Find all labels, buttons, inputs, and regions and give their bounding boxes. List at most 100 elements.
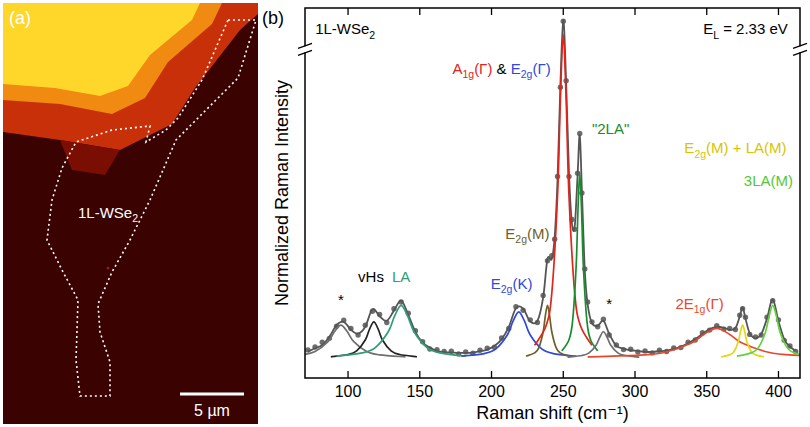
text-span: 1g [694,303,706,315]
x-tick-label: 350 [693,383,720,400]
text-span: (M) + LA(M) [706,139,786,156]
text-span: 2 [369,29,375,41]
peak-label: E2g(M) + LA(M) [684,139,786,159]
text-span: (Γ) [705,295,723,312]
text-span: LA [392,268,410,285]
text-span: vHs [358,268,384,285]
peak-label: E2g(K) [491,275,533,295]
x-tick-top [563,8,564,15]
axis-break-mark [793,50,807,55]
spectrum-line [337,305,466,356]
spectrum-line [588,328,800,356]
image-speck [107,267,110,270]
text-span: E [684,295,694,312]
panel-label: (b) [262,8,284,28]
x-tick-top [634,8,635,15]
x-tick [706,371,707,378]
text-span: 1L-W [315,20,352,37]
spectrum-line [535,34,592,345]
peak-label: A1g(Γ) & E2g(Γ) [452,60,550,80]
text-span: Se [351,20,369,37]
x-tick [419,371,420,378]
spectrum-line [331,322,417,357]
spectrum-line [568,332,640,357]
peak-label: * [338,291,344,308]
x-tick-top [347,8,348,15]
scale-bar-label: 5 µm [194,402,230,419]
text-span: 3LA(M) [744,172,793,189]
spectrum-line [562,173,598,351]
x-tick-top [706,8,707,15]
plot-frame [305,8,800,378]
region-label: 1L-WSe2 [78,204,138,224]
x-tick-top [419,8,420,15]
peak-label: EL = 2.33 eV [703,20,788,40]
axis-break-mark [793,43,807,48]
image-background [3,3,258,424]
spectrum-line [461,312,576,356]
text-span: "2LA" [592,120,629,137]
x-tick-label: 200 [478,383,505,400]
image-panel [3,3,258,424]
image-bulk [3,3,200,96]
text-span: = 2.33 eV [719,20,788,37]
text-span: & [492,60,510,77]
peak-label: E2g(M) [505,225,549,245]
figure: (a)1L-WSe25 µm(b)100150200250300350400Ra… [0,0,810,427]
x-tick [634,371,635,378]
x-tick [563,371,564,378]
image-shade [60,140,120,175]
peak-label: 2E1g(Γ) [675,295,723,315]
text-span: 2 [675,295,683,312]
text-span: * [606,295,612,312]
axis-break-mark [298,50,312,55]
peak-label: "2LA" [592,120,629,137]
spectrum-line [308,20,796,353]
peak-label: 1L-WSe2 [315,20,375,40]
text-span: (M) [527,225,550,242]
text-span: 2 [132,212,138,224]
x-tick-label: 250 [550,383,577,400]
x-tick-top [778,8,779,15]
x-tick-label: 400 [765,383,792,400]
plot-data [305,19,800,358]
image-multilayer [3,3,222,114]
peak-label: LA [392,268,410,285]
x-tick-top [491,8,492,15]
peak-label: 3LA(M) [744,172,793,189]
text-span: 2g [515,233,527,245]
label-part: & [492,60,510,77]
text-span: 2g [694,148,706,160]
text-span: 2g [521,68,533,80]
label-part: A1g(Γ) [452,60,492,80]
text-span: E [505,225,515,242]
x-tick-label: 150 [406,383,433,400]
x-tick-label: 100 [335,383,362,400]
x-tick-label: 300 [622,383,649,400]
peak-label: vHs [358,268,384,285]
label-part: E2g(Γ) [511,60,551,80]
x-tick [491,371,492,378]
text-span: E [684,139,694,156]
text-span: (Γ) [532,60,550,77]
x-tick [347,371,348,378]
text-span: (Γ) [474,60,492,77]
monolayer-outline [47,20,256,396]
panel-label: (a) [9,8,31,28]
text-span: (K) [512,275,532,292]
text-span: E [703,20,713,37]
text-span: E [491,275,501,292]
text-span: 1L-W [78,204,115,221]
y-axis-title: Normalized Raman Intensity [272,80,292,306]
spectrum-line [737,305,800,356]
spectrum-line [721,325,764,357]
x-axis-title: Raman shift (cm⁻¹) [476,403,629,423]
text-span: 2g [501,283,513,295]
peak-label: * [606,295,612,312]
text-span: 1g [462,68,474,80]
axis-break-mark [298,43,312,48]
text-span: * [338,291,344,308]
x-tick [778,371,779,378]
text-span: E [511,60,521,77]
scale-bar [180,393,244,396]
